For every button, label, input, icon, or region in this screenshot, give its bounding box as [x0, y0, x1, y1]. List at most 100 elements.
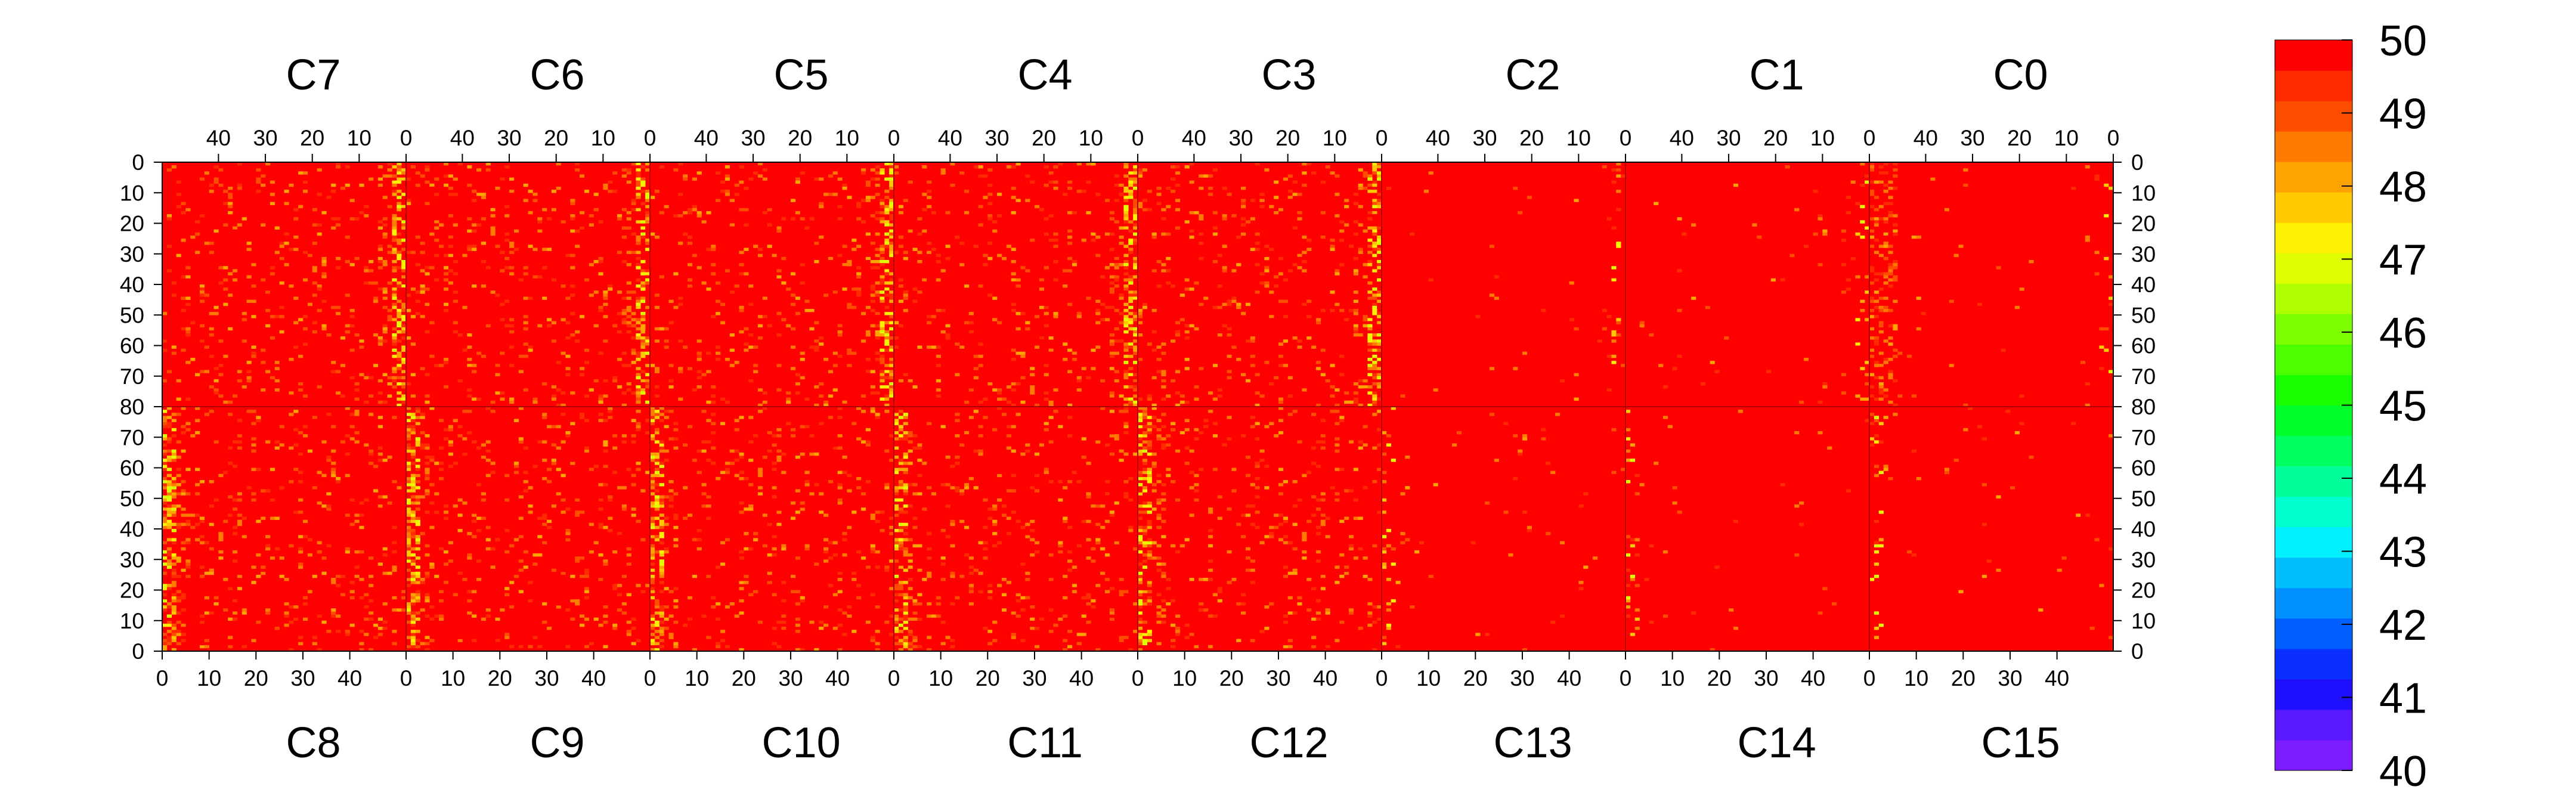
heatmap-cell — [687, 278, 693, 282]
heatmap-cell — [809, 217, 815, 221]
heatmap-cell — [936, 345, 941, 349]
heatmap-cell — [1156, 370, 1162, 373]
heatmap-cell — [443, 302, 449, 306]
heatmap-cell — [1869, 180, 1875, 184]
heatmap-cell — [701, 449, 707, 453]
heatmap-cell — [711, 446, 716, 450]
heatmap-cell — [1274, 376, 1279, 380]
heatmap-cell — [729, 462, 735, 465]
heatmap-cell — [397, 229, 402, 233]
heatmap-cell — [481, 504, 487, 508]
heatmap-cell — [1874, 247, 1880, 251]
heatmap-cell — [443, 504, 449, 508]
heatmap-cell — [1076, 376, 1082, 380]
heatmap-cell — [397, 510, 402, 514]
heatmap-cell — [1841, 263, 1846, 267]
heatmap-cell — [1841, 290, 1846, 294]
heatmap-cell — [181, 431, 186, 435]
heatmap-cell — [392, 336, 397, 340]
heatmap-cell — [1372, 226, 1377, 230]
heatmap-cell — [1363, 385, 1368, 389]
heatmap-cell — [711, 247, 716, 251]
heatmap-cell — [401, 205, 407, 209]
heatmap-cell — [636, 177, 641, 181]
heatmap-cell — [776, 333, 782, 337]
heatmap-cell — [1302, 162, 1307, 166]
heatmap-cell — [884, 394, 890, 398]
heatmap-cell — [171, 571, 177, 575]
heatmap-cell — [645, 247, 651, 251]
heatmap-cell — [753, 425, 758, 429]
heatmap-cell — [1869, 244, 1875, 248]
heatmap-cell — [532, 196, 538, 199]
heatmap-cell — [724, 400, 730, 404]
heatmap-cell — [753, 358, 758, 361]
heatmap-cell — [2019, 287, 2024, 291]
heatmap-cell — [659, 620, 664, 624]
heatmap-cell — [706, 419, 711, 422]
heatmap-cell — [532, 636, 538, 639]
heatmap-cell — [439, 223, 444, 227]
heatmap-cell — [589, 587, 594, 590]
heatmap-cell — [584, 590, 590, 593]
heatmap-cell — [856, 584, 862, 587]
heatmap-cell — [1400, 394, 1405, 398]
heatmap-cell — [683, 244, 688, 248]
heatmap-cell — [1818, 263, 1823, 267]
heatmap-cell — [270, 180, 275, 184]
heatmap-cell — [349, 217, 355, 221]
heatmap-cell — [650, 553, 655, 557]
heatmap-cell — [181, 443, 186, 447]
heatmap-cell — [1302, 370, 1307, 373]
heatmap-cell — [237, 223, 243, 227]
heatmap-cell — [162, 516, 168, 520]
heatmap-cell — [668, 495, 674, 499]
heatmap-cell — [790, 428, 796, 432]
heatmap-cell — [645, 281, 651, 285]
heatmap-cell — [636, 168, 641, 172]
heatmap-cell — [584, 190, 590, 193]
heatmap-cell — [837, 529, 843, 532]
heatmap-cell — [415, 556, 420, 560]
heatmap-cell — [1217, 305, 1222, 309]
heatmap-cell — [800, 351, 805, 355]
heatmap-cell — [199, 480, 205, 484]
heatmap-cell — [1869, 193, 1875, 196]
heatmap-cell — [1067, 229, 1073, 233]
heatmap-cell — [199, 324, 205, 328]
heatmap-cell — [1911, 236, 1916, 239]
heatmap-cell — [832, 361, 838, 364]
heatmap-cell — [1888, 293, 1893, 297]
heatmap-cell — [983, 284, 988, 288]
heatmap-cell — [683, 232, 688, 236]
heatmap-cell — [298, 382, 304, 386]
heatmap-cell — [621, 226, 627, 230]
heatmap-cell — [767, 407, 772, 410]
heatmap-cell — [593, 617, 599, 621]
heatmap-cell — [364, 281, 369, 285]
heatmap-cell — [650, 407, 655, 410]
heatmap-cell — [401, 168, 407, 172]
heatmap-cell — [181, 611, 186, 615]
heatmap-cell — [359, 596, 364, 600]
heatmap-cell — [832, 443, 838, 447]
heatmap-cell — [401, 269, 407, 273]
heatmap-cell — [1302, 302, 1307, 306]
heatmap-cell — [860, 220, 866, 224]
heatmap-cell — [457, 425, 463, 429]
heatmap-cell — [382, 547, 388, 551]
heatmap-cell — [556, 388, 561, 392]
heatmap-cell — [894, 636, 899, 639]
heatmap-cell — [1874, 180, 1880, 184]
heatmap-cell — [636, 193, 641, 196]
heatmap-cell — [1217, 394, 1222, 398]
heatmap-cell — [410, 519, 416, 524]
heatmap-cell — [1372, 333, 1377, 337]
heatmap-cell — [176, 599, 181, 603]
heatmap-cell — [439, 446, 444, 450]
heatmap-cell — [654, 462, 660, 465]
heatmap-cell — [1081, 239, 1086, 242]
heatmap-cell — [936, 260, 941, 264]
heatmap-cell — [176, 492, 181, 496]
heatmap-cell — [382, 459, 388, 462]
